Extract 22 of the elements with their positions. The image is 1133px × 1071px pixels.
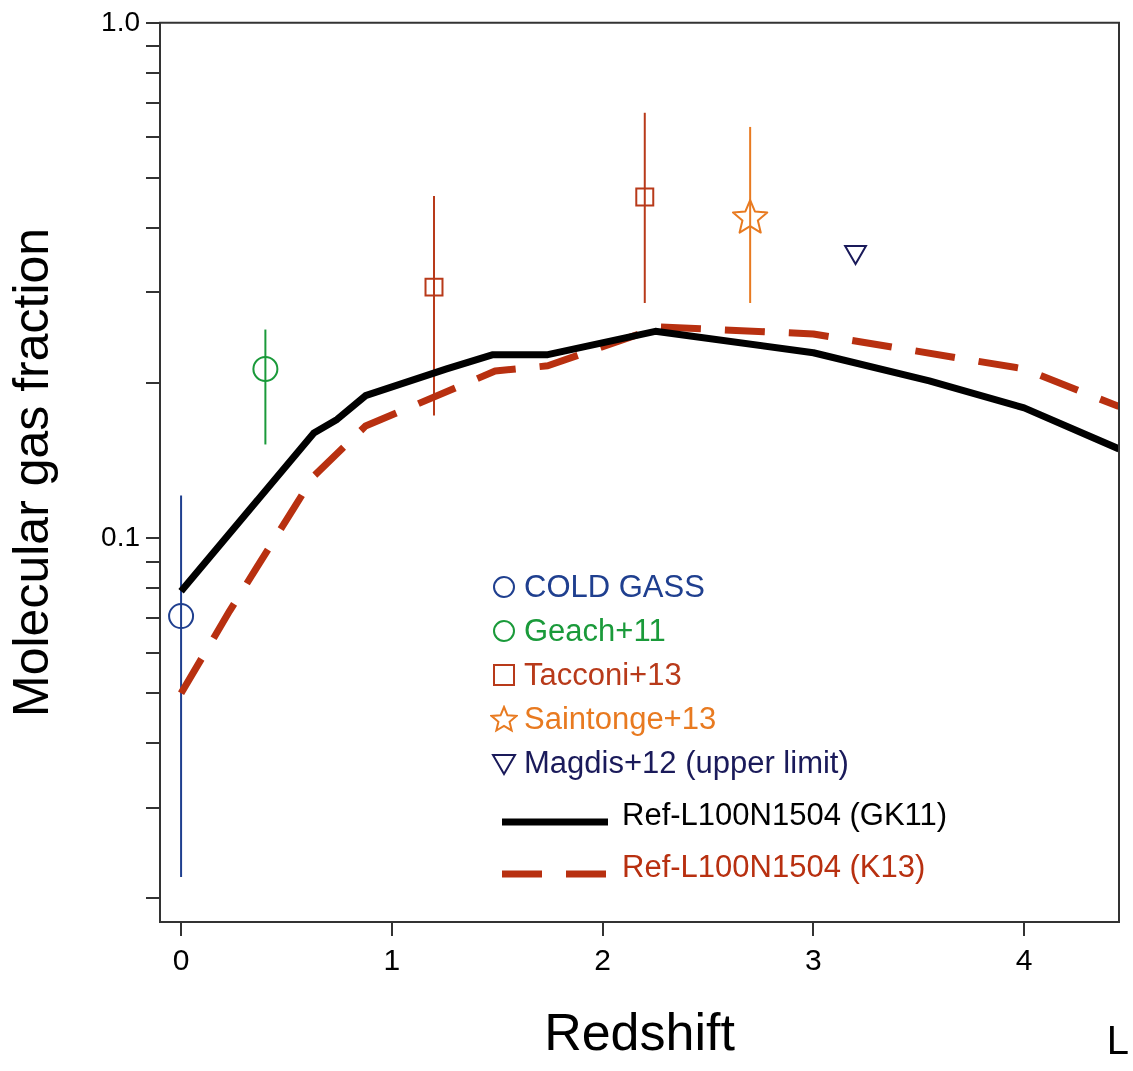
- x-tick-label: 2: [594, 943, 611, 977]
- point: [635, 187, 655, 207]
- legend-label: Tacconi+13: [524, 656, 682, 694]
- text: L: [1106, 1018, 1129, 1063]
- legend-label: Ref-L100N1504 (K13): [622, 848, 926, 886]
- point: [424, 277, 444, 297]
- x-axis-title: Redshift: [544, 1003, 736, 1062]
- x-tick-label: 4: [1015, 943, 1033, 977]
- point: [252, 355, 279, 382]
- y-axis-title: Molecular gas fraction: [2, 227, 59, 717]
- y-tick-label: 0.1: [101, 520, 140, 552]
- point: [732, 199, 769, 234]
- legend-label: Ref-L100N1504 (GK11): [622, 796, 948, 834]
- x-tick-label: 3: [805, 943, 822, 977]
- point: [168, 603, 195, 630]
- x-tick-label: 0: [172, 943, 190, 977]
- legend-label: Geach+11: [524, 612, 666, 650]
- y-tick-label: 1.0: [101, 5, 140, 37]
- legend-label: Saintonge+13: [524, 700, 717, 738]
- legend-label: COLD GASS: [524, 568, 705, 606]
- legend-label: Magdis+12 (upper limit): [524, 744, 849, 782]
- x-tick-label: 1: [383, 943, 401, 977]
